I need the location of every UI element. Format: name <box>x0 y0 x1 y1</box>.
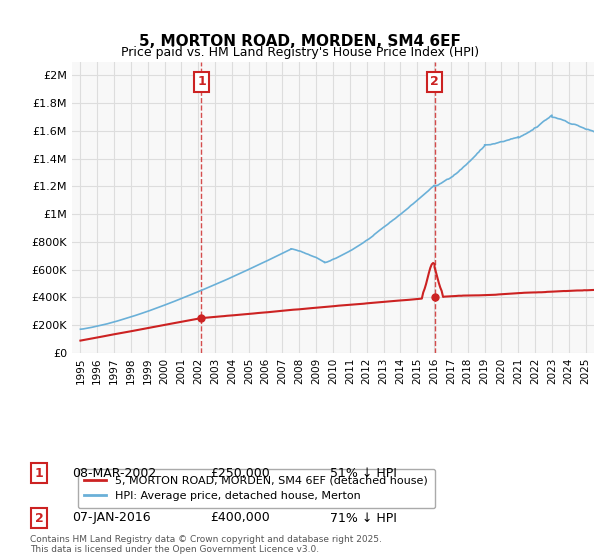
Text: 1: 1 <box>197 76 206 88</box>
Text: Contains HM Land Registry data © Crown copyright and database right 2025.
This d: Contains HM Land Registry data © Crown c… <box>30 535 382 554</box>
Text: 51% ↓ HPI: 51% ↓ HPI <box>330 466 397 480</box>
Text: 5, MORTON ROAD, MORDEN, SM4 6EF: 5, MORTON ROAD, MORDEN, SM4 6EF <box>139 35 461 49</box>
Text: £250,000: £250,000 <box>210 466 270 480</box>
Text: 07-JAN-2016: 07-JAN-2016 <box>72 511 151 525</box>
Text: 08-MAR-2002: 08-MAR-2002 <box>72 466 156 480</box>
Text: 1: 1 <box>35 466 43 480</box>
Text: 71% ↓ HPI: 71% ↓ HPI <box>330 511 397 525</box>
Text: 2: 2 <box>35 511 43 525</box>
Text: £400,000: £400,000 <box>210 511 270 525</box>
Text: Price paid vs. HM Land Registry's House Price Index (HPI): Price paid vs. HM Land Registry's House … <box>121 46 479 59</box>
Text: 2: 2 <box>430 76 439 88</box>
Legend: 5, MORTON ROAD, MORDEN, SM4 6EF (detached house), HPI: Average price, detached h: 5, MORTON ROAD, MORDEN, SM4 6EF (detache… <box>77 469 435 508</box>
